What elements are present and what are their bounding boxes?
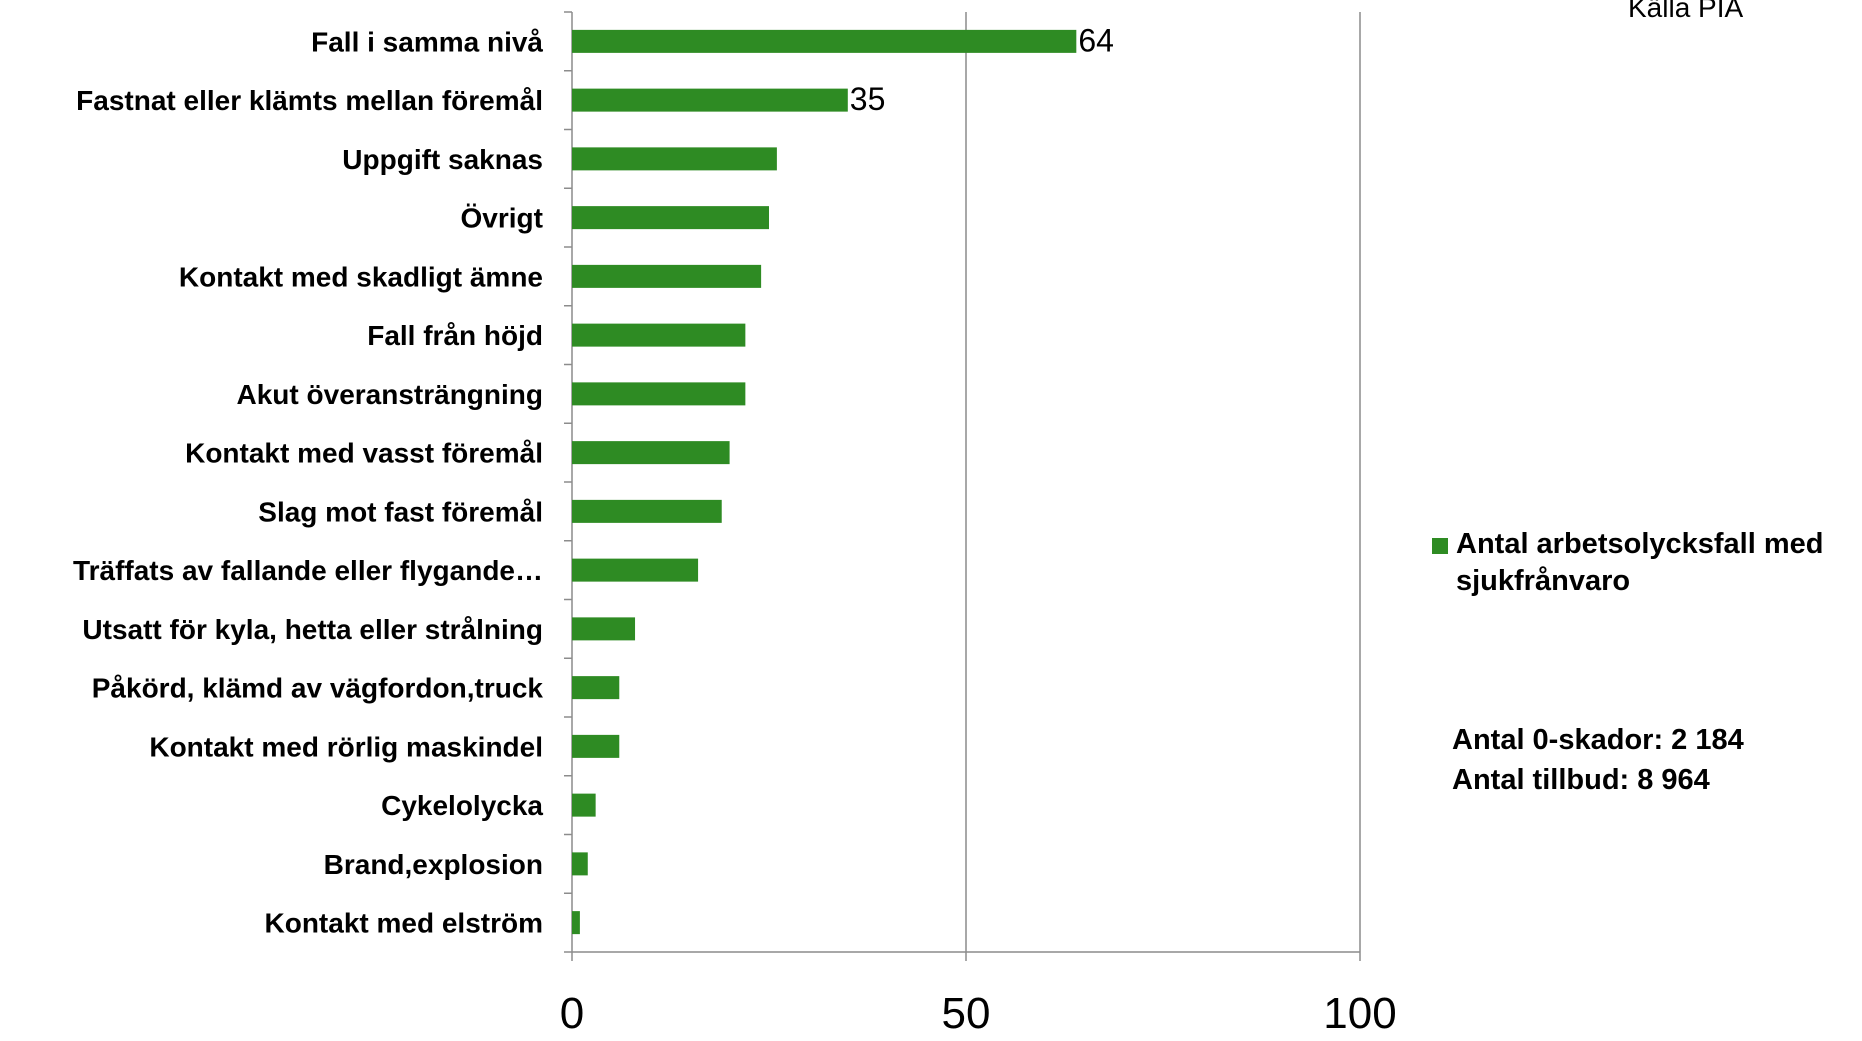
legend-swatch — [1432, 538, 1448, 554]
category-label: Slag mot fast föremål — [258, 496, 543, 527]
category-label: Fall i samma nivå — [311, 26, 543, 57]
category-label: Fastnat eller klämts mellan föremål — [76, 85, 543, 116]
bar — [572, 734, 620, 758]
bar — [572, 852, 588, 876]
x-tick-label: 50 — [942, 989, 991, 1038]
bar — [572, 264, 762, 288]
category-label: Akut överansträngning — [237, 379, 543, 410]
bar — [572, 793, 596, 817]
category-label: Cykelolycka — [381, 790, 543, 821]
x-tick-label: 100 — [1323, 989, 1396, 1038]
bar — [572, 499, 722, 523]
data-label: 64 — [1078, 22, 1114, 58]
near-misses-count: Antal tillbud: 8 964 — [1452, 764, 1710, 796]
category-label: Kontakt med vasst föremål — [185, 438, 543, 469]
bar — [572, 29, 1077, 53]
category-label: Fall från höjd — [367, 320, 543, 351]
x-tick-label: 0 — [560, 989, 584, 1038]
bar — [572, 911, 580, 935]
bar — [572, 323, 746, 347]
bar — [572, 206, 769, 230]
category-label: Kontakt med elström — [265, 908, 544, 939]
category-label: Uppgift saknas — [342, 144, 543, 175]
category-label: Brand,explosion — [324, 849, 543, 880]
category-label: Övrigt — [461, 203, 543, 234]
legend: Antal arbetsolycksfall med sjukfrånvaro — [1432, 526, 1862, 600]
category-label: Utsatt för kyla, hetta eller strålning — [82, 614, 543, 645]
zero-injuries-count: Antal 0-skador: 2 184 — [1452, 724, 1744, 756]
bar — [572, 441, 730, 465]
category-label: Träffats av fallande eller flygande… — [73, 555, 543, 586]
category-label: Påkörd, klämd av vägfordon,truck — [92, 673, 544, 704]
source-note: Källa PIA — [1628, 0, 1744, 23]
category-label: Kontakt med rörlig maskindel — [149, 731, 543, 762]
summary-box: Antal 0-skador: 2 184 Antal tillbud: 8 9… — [1452, 720, 1744, 800]
bar — [572, 88, 848, 112]
bar — [572, 617, 636, 641]
bar — [572, 147, 777, 171]
category-label: Kontakt med skadligt ämne — [179, 261, 543, 292]
bar — [572, 382, 746, 406]
bar — [572, 558, 699, 582]
legend-label: Antal arbetsolycksfall med sjukfrånvaro — [1456, 528, 1824, 597]
data-label: 35 — [850, 81, 886, 117]
bar — [572, 676, 620, 700]
